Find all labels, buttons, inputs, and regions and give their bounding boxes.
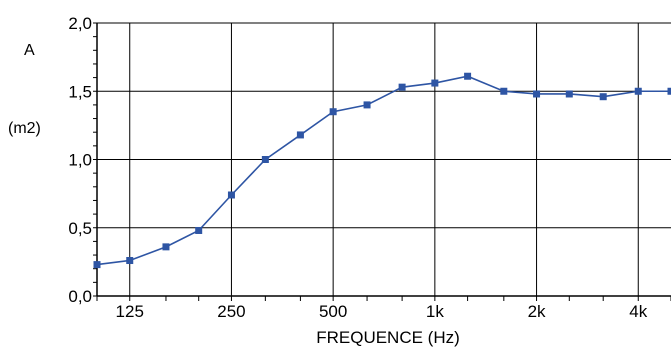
data-point	[296, 131, 304, 139]
x-tick-label: 500	[319, 302, 347, 321]
data-point	[261, 156, 269, 163]
data-point	[464, 72, 472, 80]
x-tick-label: 2k	[528, 302, 546, 321]
axes	[93, 22, 671, 301]
data-point	[329, 108, 337, 116]
data-point	[565, 90, 573, 98]
data-point	[227, 191, 235, 199]
y-tick-label: 1,0	[68, 151, 92, 170]
data-point	[599, 93, 607, 101]
x-tick-label: 1k	[426, 302, 444, 321]
data-point	[533, 90, 541, 98]
data-point	[500, 87, 508, 95]
x-tick-label: 4k	[629, 302, 647, 321]
ticks: 0,0 0,5 1,0 1,5 2,0 125 250 500 1k 2k 4k	[68, 14, 647, 321]
data-point	[667, 87, 671, 95]
data-point	[126, 257, 134, 265]
data-point	[363, 101, 371, 109]
y-tick-label: 0,5	[68, 219, 92, 238]
data-point	[93, 261, 101, 269]
y-axis-label: A	[24, 42, 35, 59]
grid	[97, 22, 671, 297]
y-tick-label: 2,0	[68, 14, 92, 33]
y-axis-unit: (m2)	[8, 120, 41, 137]
data-point	[431, 79, 439, 87]
x-axis-label: FREQUENCE (Hz)	[316, 328, 460, 347]
x-tick-label: 250	[217, 302, 245, 321]
data-point	[195, 226, 203, 234]
y-tick-label: 0,0	[68, 287, 92, 306]
data-point	[162, 243, 170, 251]
data-point	[634, 87, 642, 95]
data-point	[398, 83, 406, 91]
x-tick-label: 125	[116, 302, 144, 321]
series	[93, 72, 671, 269]
series-line	[96, 75, 671, 266]
y-tick-label: 1,5	[68, 82, 92, 101]
